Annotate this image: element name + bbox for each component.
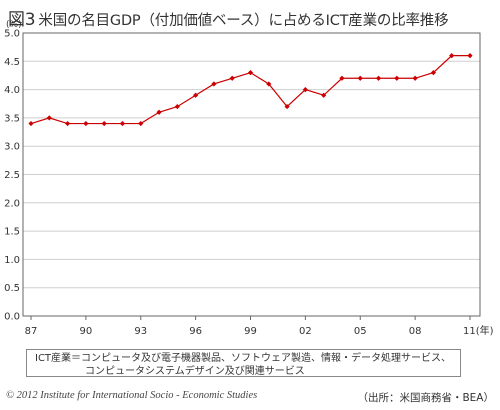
data-point bbox=[64, 120, 71, 127]
data-point bbox=[229, 75, 235, 81]
data-point bbox=[174, 103, 180, 110]
data-point bbox=[412, 75, 418, 81]
chart-title: 図3 米国の名目GDP（付加価値ベース）に占めるICT産業の比率推移 bbox=[8, 5, 449, 30]
data-point bbox=[156, 109, 162, 115]
y-tick-label: 4.0 bbox=[4, 85, 20, 96]
data-point bbox=[211, 81, 217, 87]
y-tick-label: 2.0 bbox=[4, 198, 20, 209]
data-point bbox=[284, 103, 290, 110]
x-tick-label: 99 bbox=[244, 326, 257, 337]
data-point bbox=[266, 81, 272, 87]
y-tick-label: 1.5 bbox=[4, 227, 20, 238]
y-axis-ticks: 0.0 0.5 1.0 1.5 2.0 2.5 3.0 3.5 4.0 4.5 5.0 bbox=[4, 29, 20, 323]
y-tick-label: 0.0 bbox=[4, 312, 20, 323]
x-tick-label: 08 bbox=[409, 326, 422, 337]
data-point bbox=[302, 87, 308, 93]
source-credit: （出所：米国商務省・BEA） bbox=[357, 392, 494, 404]
figure-number: 図3 bbox=[8, 10, 36, 30]
data-point bbox=[247, 70, 254, 76]
data-point bbox=[46, 115, 52, 121]
data-point bbox=[394, 75, 400, 81]
plot-frame bbox=[22, 32, 481, 317]
x-tick-label: 96 bbox=[189, 326, 202, 337]
data-point bbox=[138, 120, 144, 127]
x-tick-label: 02 bbox=[299, 326, 312, 337]
data-point bbox=[28, 120, 34, 127]
data-point bbox=[83, 120, 89, 127]
data-point bbox=[430, 70, 437, 76]
data-point bbox=[101, 120, 107, 127]
data-point bbox=[193, 92, 199, 98]
note-line-2: コンピュータシステムデザイン及び関連サービス bbox=[85, 366, 305, 377]
line-chart: 0.0 0.5 1.0 1.5 2.0 2.5 3.0 3.5 4.0 4.5 5.0 87 90 93… bbox=[4, 20, 494, 337]
copyright: © 2012 Institute for International Socio… bbox=[6, 390, 258, 401]
y-tick-label: 3.5 bbox=[4, 113, 20, 124]
definition-note: ICT産業＝コンピュータ及び電子機器製品、ソフトウェア製造、情報・データ処理サー… bbox=[26, 349, 461, 377]
data-point bbox=[119, 120, 126, 127]
y-tick-label: 4.5 bbox=[4, 57, 20, 68]
y-tick-label: 5.0 bbox=[4, 29, 20, 40]
data-point bbox=[375, 75, 382, 81]
y-axis-unit: (%) bbox=[6, 20, 22, 30]
data-point bbox=[339, 75, 345, 81]
data-point bbox=[449, 53, 455, 59]
data-point bbox=[357, 75, 363, 81]
x-tick-label: 93 bbox=[134, 326, 147, 337]
data-point bbox=[467, 53, 473, 59]
grid bbox=[23, 60, 480, 289]
note-line-1: ICT産業＝コンピュータ及び電子機器製品、ソフトウェア製造、情報・データ処理サー… bbox=[35, 353, 452, 364]
data-points bbox=[28, 53, 473, 127]
x-tick-label: 90 bbox=[80, 326, 93, 337]
y-tick-label: 1.0 bbox=[4, 255, 20, 266]
data-point bbox=[321, 92, 327, 98]
y-tick-label: 2.5 bbox=[4, 170, 20, 181]
x-tick-label: 87 bbox=[25, 326, 38, 337]
x-tick-label: 05 bbox=[354, 326, 367, 337]
x-axis-ticks: 87 90 93 96 99 02 05 08 11(年) bbox=[25, 316, 494, 337]
x-tick-label: 11(年) bbox=[463, 324, 494, 337]
y-tick-label: 3.0 bbox=[4, 142, 20, 153]
y-tick-label: 0.5 bbox=[4, 283, 20, 294]
chart-title-text: 米国の名目GDP（付加価値ベース）に占めるICT産業の比率推移 bbox=[38, 13, 449, 29]
